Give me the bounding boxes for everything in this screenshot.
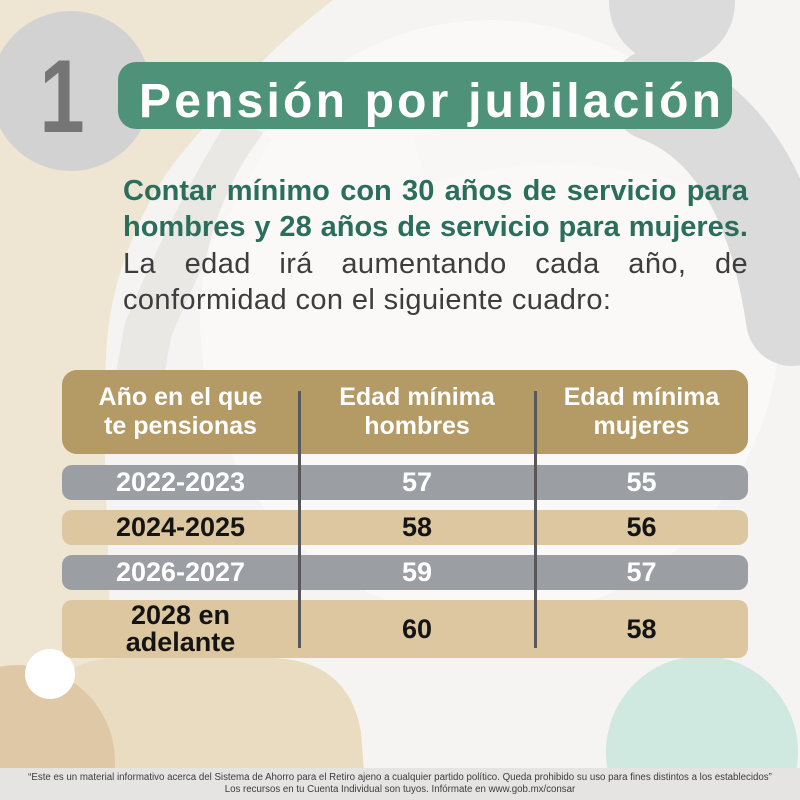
white-circle	[25, 649, 75, 699]
table-row-2022-2023: 2022-2023 57 55	[62, 465, 748, 500]
intro-line-4: conformidad con el siguiente cuadro:	[123, 284, 612, 317]
year-value: 2022-2023	[115, 467, 246, 497]
header-hombres-line1: Edad mínima	[339, 383, 495, 411]
gray-circle	[0, 11, 151, 171]
cell-hombres: 60	[299, 600, 535, 658]
cell-hombres: 59	[299, 555, 535, 590]
tan-circle	[0, 665, 115, 800]
cell-mujeres: 57	[535, 555, 748, 590]
header-mujeres-line2: mujeres	[593, 412, 690, 440]
title-banner: Pensión por jubilación	[118, 62, 732, 129]
cell-hombres: 57	[299, 465, 535, 500]
header-year-line1: Año en el que	[98, 383, 263, 411]
table-row-2028-adelante: 2028 en adelante 60 58	[62, 600, 748, 658]
year-value-line2: adelante	[125, 627, 236, 657]
header-cell-year: Año en el que te pensionas	[62, 370, 299, 454]
hombres-value: 58	[401, 512, 433, 542]
hombres-value: 57	[401, 467, 433, 497]
left-arc-band	[116, 113, 273, 380]
cell-mujeres: 58	[535, 600, 748, 658]
cell-year: 2028 en adelante	[62, 600, 299, 658]
year-value: 2024-2025	[115, 512, 246, 542]
header-mujeres-line1: Edad mínima	[563, 383, 720, 411]
step-number: 1	[39, 39, 85, 155]
person-head-silhouette	[609, 0, 735, 65]
year-value: 2026-2027	[115, 557, 246, 587]
footer-line-1: “Este es un material informativo acerca …	[28, 772, 772, 784]
table-row-2026-2027: 2026-2027 59 57	[62, 555, 748, 590]
hombres-value: 59	[401, 557, 433, 587]
hombres-value: 60	[401, 613, 433, 644]
mujeres-value: 56	[626, 512, 657, 542]
footer-disclaimer: “Este es un material informativo acerca …	[0, 768, 800, 800]
column-divider-2	[534, 391, 537, 648]
header-cell-hombres: Edad mínima hombres	[299, 370, 535, 454]
mujeres-value: 55	[626, 467, 657, 497]
header-hombres-line2: hombres	[364, 412, 470, 440]
mint-circle	[606, 656, 798, 800]
intro-line-2: hombres y 28 años de servicio para mujer…	[123, 211, 748, 244]
header-year-line2: te pensionas	[104, 412, 257, 440]
banner-title: Pensión por jubilación	[139, 74, 725, 128]
intro-line-1: Contar mínimo con 30 años de servicio pa…	[123, 175, 748, 207]
year-value-line1: 2028 en	[130, 600, 231, 630]
pension-table: Año en el que te pensionas Edad mínima h…	[62, 370, 748, 658]
column-divider-1	[298, 391, 301, 648]
header-cell-mujeres: Edad mínima mujeres	[535, 370, 748, 454]
footer-line-2: Los recursos en tu Cuenta Individual son…	[224, 784, 576, 795]
table-header-row: Año en el que te pensionas Edad mínima h…	[62, 370, 748, 454]
mujeres-value: 58	[626, 613, 657, 644]
intro-paragraph: Contar mínimo con 30 años de servicio pa…	[123, 173, 748, 319]
cell-year: 2024-2025	[62, 510, 299, 545]
bottom-beige-blob	[52, 658, 366, 800]
cell-mujeres: 55	[535, 465, 748, 500]
mujeres-value: 57	[626, 557, 657, 587]
intro-line-3: La edad irá aumentando cada año, de	[123, 247, 748, 280]
cell-year: 2026-2027	[62, 555, 299, 590]
cell-hombres: 58	[299, 510, 535, 545]
cell-mujeres: 56	[535, 510, 748, 545]
cell-year: 2022-2023	[62, 465, 299, 500]
table-row-2024-2025: 2024-2025 58 56	[62, 510, 748, 545]
